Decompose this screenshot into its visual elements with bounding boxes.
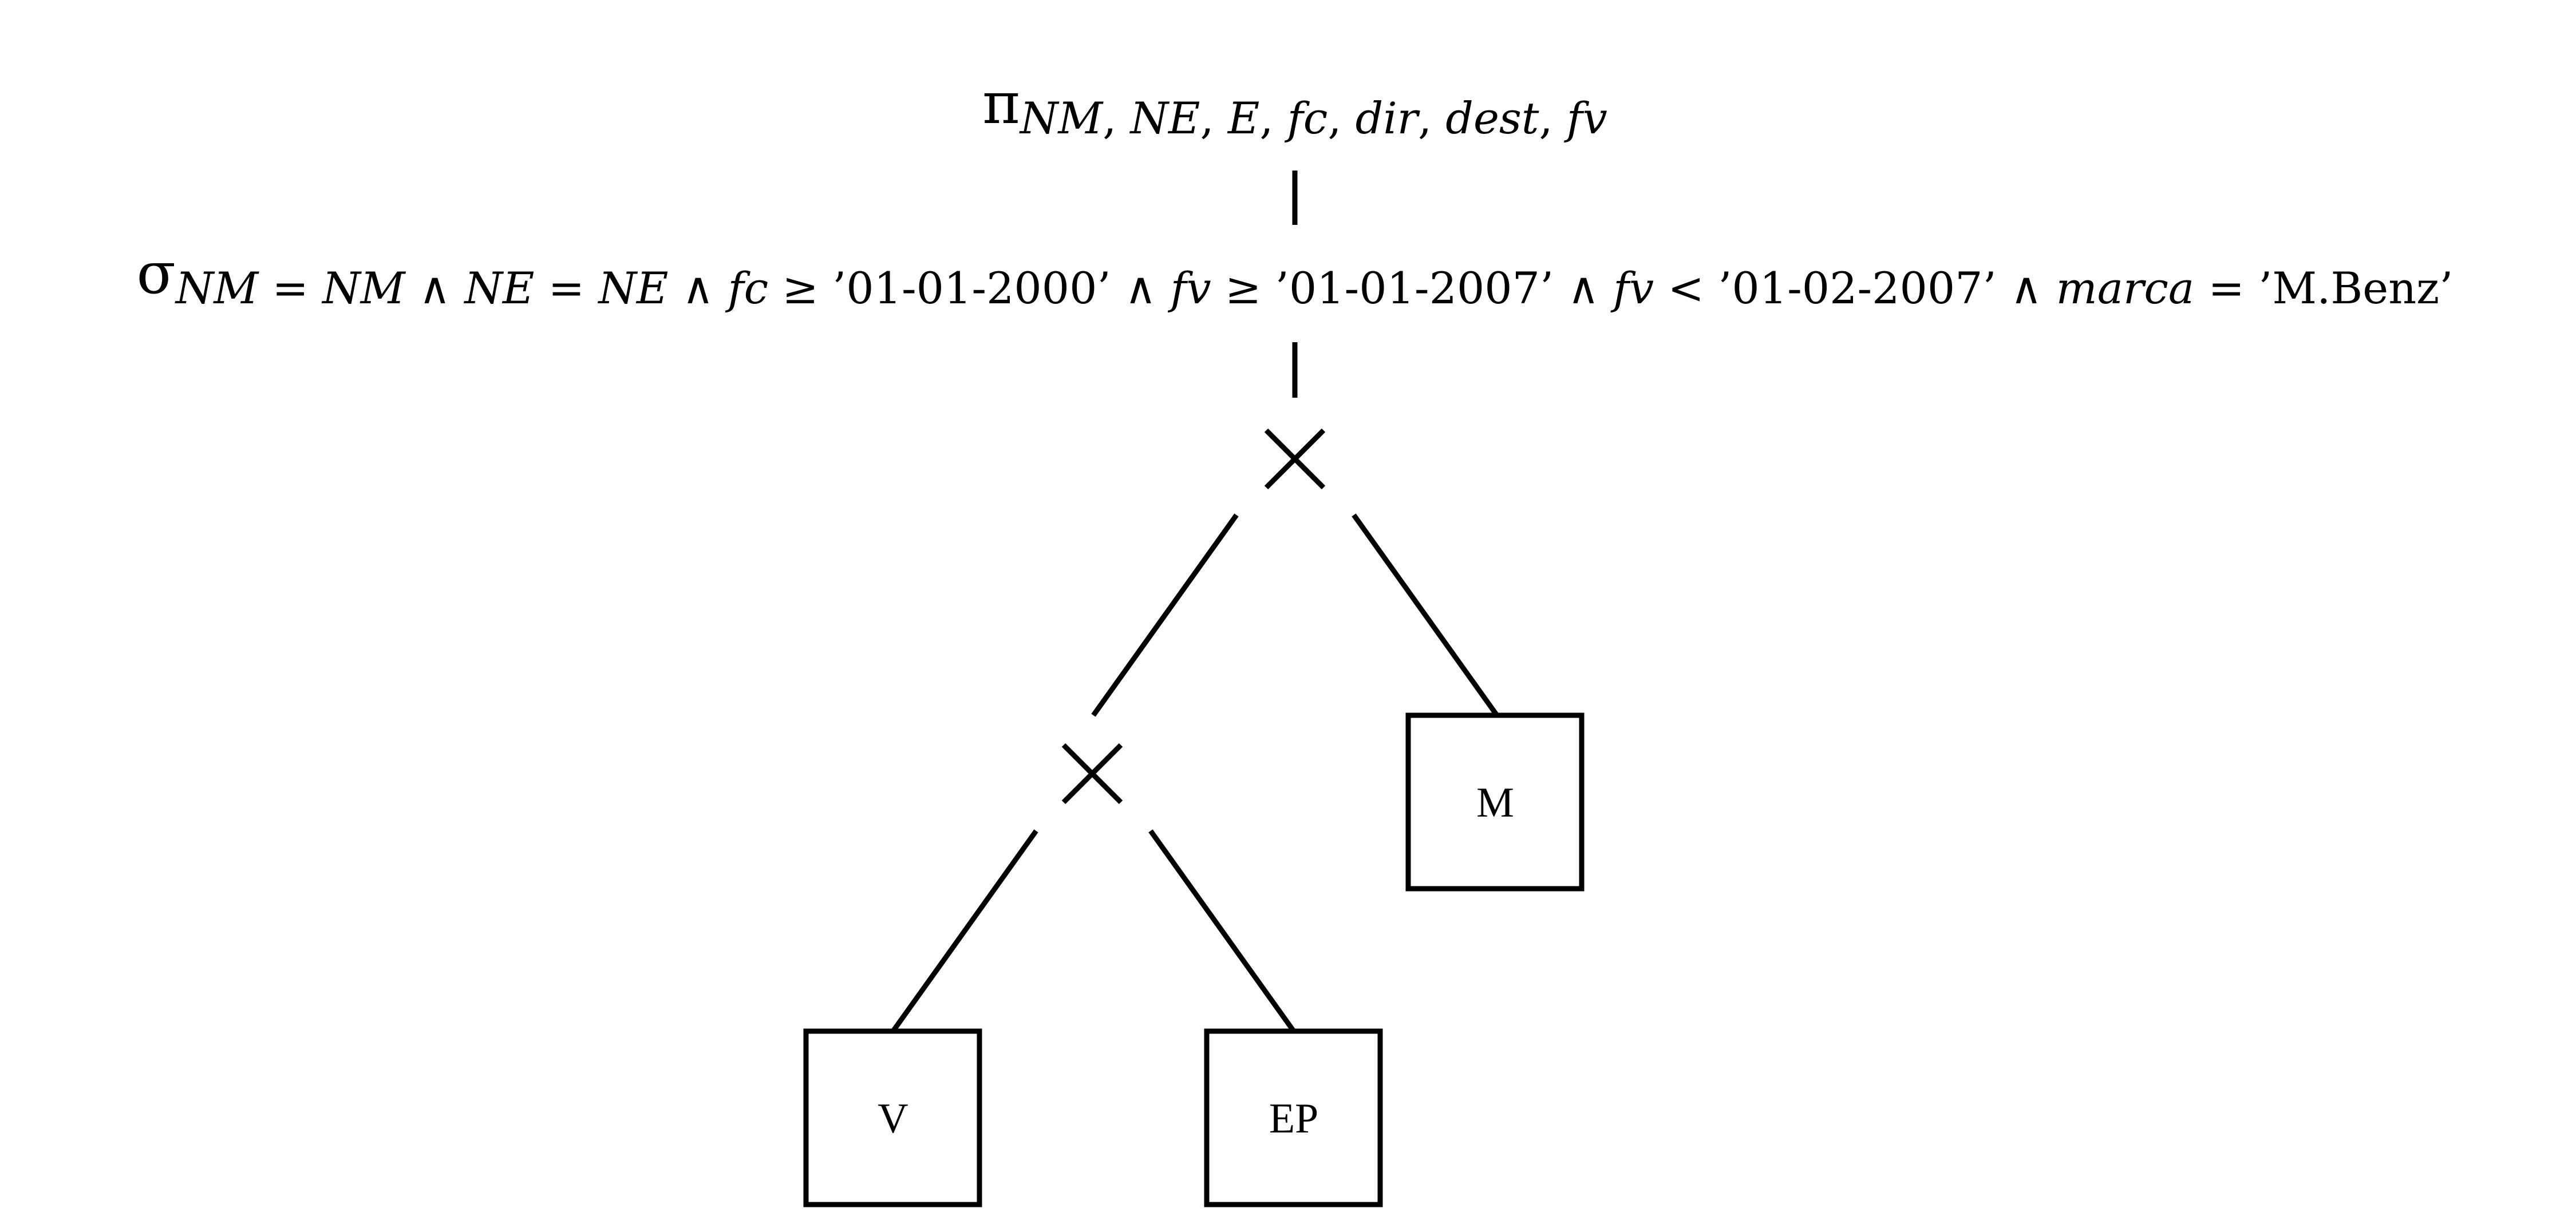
math-operator: , [1103, 93, 1130, 144]
projection-node: πNM, NE, E, fc, dir, dest, fv [982, 70, 1607, 144]
projection-attributes: NM, NE, E, fc, dir, dest, fv [1019, 93, 1607, 144]
math-variable: fc [1285, 93, 1328, 144]
math-variable: NM [1019, 93, 1104, 144]
math-variable: NM [175, 263, 260, 314]
relation-m-label: M [1476, 779, 1514, 826]
relation-ep-box [1204, 1028, 1383, 1207]
math-variable: fv [1168, 263, 1211, 314]
relation-ep-label: EP [1269, 1095, 1318, 1142]
edge-product-bottom-to-relation-v [891, 829, 1038, 1033]
selection-node: σNM = NM ∧ NE = NE ∧ fc ≥ ’01-01-2000’ ∧… [137, 240, 2453, 314]
math-operator: , [1259, 93, 1287, 144]
math-operator: ≥ ’01-01-2000’ ∧ [768, 263, 1170, 314]
math-variable: NE [464, 263, 535, 314]
math-operator: , [1327, 93, 1355, 144]
edge-product-top-to-relation-m [1352, 513, 1499, 717]
projection-expression: πNM, NE, E, fc, dir, dest, fv [982, 70, 1607, 144]
projection-symbol: π [982, 70, 1020, 137]
math-operator: , [1539, 93, 1566, 144]
math-variable: marca [2056, 263, 2195, 314]
cartesian-product-bottom: × [1061, 743, 1123, 805]
math-operator: ∧ [405, 263, 465, 314]
selection-symbol: σ [137, 240, 176, 307]
math-operator: ∧ [668, 263, 728, 314]
math-variable: dest [1445, 93, 1539, 144]
relation-v-box [803, 1028, 982, 1207]
relation-v: V [803, 1028, 982, 1207]
math-variable: fv [1564, 93, 1607, 144]
math-operator: , [1418, 93, 1445, 144]
math-operator: = [258, 263, 322, 314]
math-operator: = [535, 263, 599, 314]
math-operator: ≥ ’01-01-2007’ ∧ [1211, 263, 1613, 314]
relation-m-box [1405, 712, 1585, 892]
math-variable: dir [1356, 93, 1421, 144]
math-variable: E [1227, 93, 1259, 144]
relation-m: M [1405, 712, 1585, 892]
relation-v-label: V [878, 1095, 908, 1142]
relation-ep: EP [1204, 1028, 1383, 1207]
selection-expression: σNM = NM ∧ NE = NE ∧ fc ≥ ’01-01-2000’ ∧… [137, 240, 2453, 314]
edge-product-bottom-to-relation-ep [1148, 829, 1296, 1033]
math-variable: fv [1610, 263, 1654, 314]
math-operator: = ’M.Benz’ [2194, 263, 2453, 314]
selection-condition: NM = NM ∧ NE = NE ∧ fc ≥ ’01-01-2000’ ∧ … [175, 263, 2453, 314]
math-variable: NM [321, 263, 406, 314]
math-operator: < ’01-02-2007’ ∧ [1654, 263, 2056, 314]
cartesian-product-top: × [1264, 428, 1326, 490]
math-variable: fc [725, 263, 768, 314]
math-variable: NE [1129, 93, 1200, 144]
math-variable: NE [598, 263, 669, 314]
math-operator: , [1200, 93, 1228, 144]
edge-product-top-to-product-bottom [1091, 513, 1239, 717]
